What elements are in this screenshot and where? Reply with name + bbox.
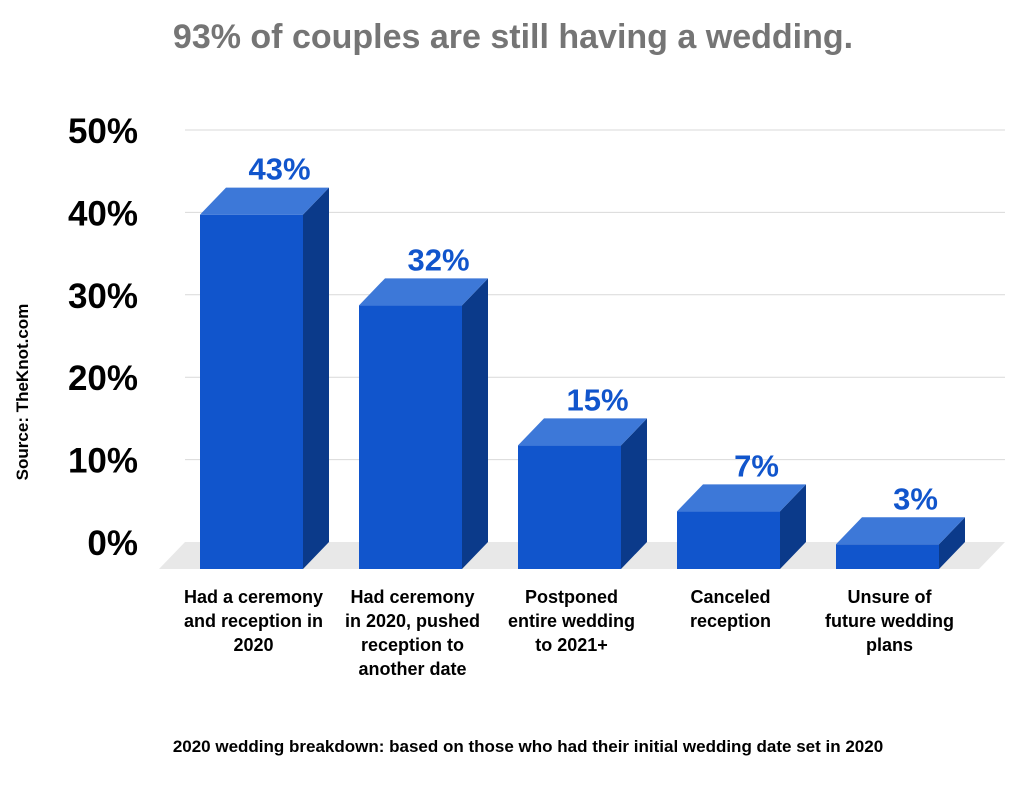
bar <box>677 484 806 569</box>
y-tick-label: 30% <box>68 277 138 316</box>
category-label: Had a ceremony and reception in 2020 <box>184 587 323 655</box>
bar <box>518 418 647 569</box>
y-tick-label: 10% <box>68 442 138 481</box>
bar-side <box>303 187 329 569</box>
bar-side <box>462 278 488 569</box>
category-label: Unsure of future wedding plans <box>825 587 954 655</box>
bar-front <box>359 305 462 569</box>
data-label: 32% <box>407 242 469 277</box>
data-labels: 43% 32% 15% 7% 3% <box>248 152 937 517</box>
chart-title: 93% of couples are still having a weddin… <box>173 18 853 56</box>
bar-top <box>359 278 488 306</box>
category-label: Canceled reception <box>690 587 771 631</box>
bars <box>200 187 965 569</box>
source-label: Source: TheKnot.com <box>13 304 32 481</box>
bar <box>836 517 965 569</box>
bar-top <box>200 187 329 215</box>
category-label: Had ceremony in 2020, pushed reception to a… <box>345 587 480 679</box>
x-axis-label: 2020 wedding breakdown: based on those w… <box>173 737 883 756</box>
data-label: 3% <box>893 481 938 516</box>
bar-side <box>621 418 647 569</box>
data-label: 43% <box>248 152 310 187</box>
data-label: 7% <box>734 448 779 483</box>
bar-front <box>518 445 621 569</box>
y-tick-label: 20% <box>68 359 138 398</box>
bar-top <box>518 418 647 446</box>
category-labels: Had a ceremony and reception in 2020 Had ce… <box>184 587 954 679</box>
bar-top <box>836 517 965 545</box>
data-label: 15% <box>566 382 628 417</box>
y-axis: 0% 10% 20% 30% 40% 50% <box>68 112 138 563</box>
bar-front <box>200 214 303 569</box>
bar <box>200 187 329 569</box>
bar-top <box>677 484 806 512</box>
y-tick-label: 50% <box>68 112 138 151</box>
bar-side <box>780 484 806 569</box>
bar-front <box>677 511 780 569</box>
y-tick-label: 0% <box>87 524 138 563</box>
bar <box>359 278 488 569</box>
y-tick-label: 40% <box>68 194 138 233</box>
bar-side <box>939 517 965 569</box>
bar-front <box>836 544 939 569</box>
category-label: Postponed entire wedding to 2021+ <box>508 587 635 655</box>
